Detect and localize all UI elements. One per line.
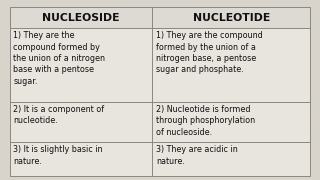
- Text: NUCLEOTIDE: NUCLEOTIDE: [193, 13, 270, 22]
- Text: 2) It is a component of
nucleotide.: 2) It is a component of nucleotide.: [13, 105, 105, 125]
- Bar: [10, 7, 310, 28]
- Text: 1) They are the compound
formed by the union of a
nitrogen base, a pentose
sugar: 1) They are the compound formed by the u…: [156, 31, 263, 75]
- Text: 1) They are the
compound formed by
the union of a nitrogen
base with a pentose
s: 1) They are the compound formed by the u…: [13, 31, 106, 86]
- Text: 3) They are acidic in
nature.: 3) They are acidic in nature.: [156, 145, 237, 166]
- Text: 2) Nucleotide is formed
through phosphorylation
of nucleoside.: 2) Nucleotide is formed through phosphor…: [156, 105, 255, 137]
- Text: 3) It is slightly basic in
nature.: 3) It is slightly basic in nature.: [13, 145, 103, 166]
- Text: NUCLEOSIDE: NUCLEOSIDE: [42, 13, 120, 22]
